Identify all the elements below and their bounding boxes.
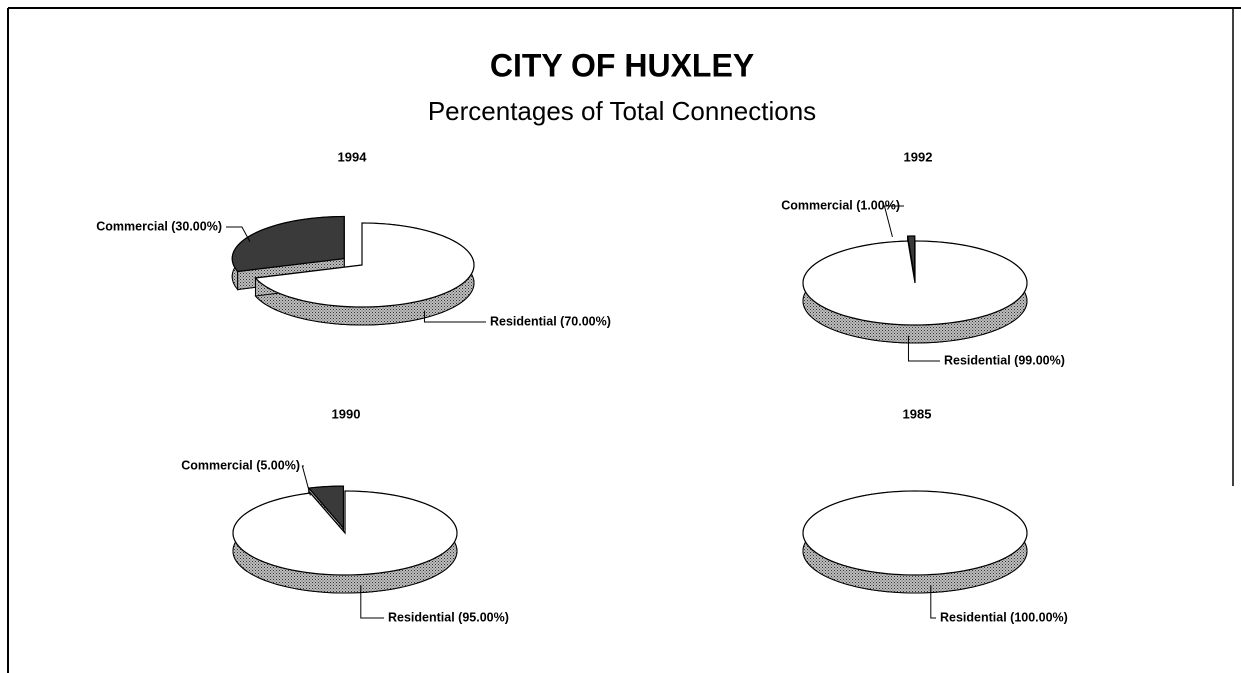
leader-line xyxy=(930,585,936,619)
data-label: Residential (99.00%) xyxy=(944,353,1065,367)
pie-slice xyxy=(232,490,458,576)
data-label: Residential (95.00%) xyxy=(388,610,509,624)
chart-title: CITY OF HUXLEY xyxy=(490,47,754,83)
pie-tops xyxy=(231,215,475,308)
pie-title: 1985 xyxy=(903,406,932,421)
pie-slice xyxy=(802,240,1028,326)
pie-title: 1994 xyxy=(338,149,368,164)
data-label: Residential (70.00%) xyxy=(490,314,611,328)
pie-tops xyxy=(232,485,458,576)
leader-line xyxy=(301,465,311,496)
data-label: Commercial (5.00%) xyxy=(181,458,300,472)
pie-slice xyxy=(307,485,345,530)
data-label: Commercial (1.00%) xyxy=(781,198,900,212)
data-label: Residential (100.00%) xyxy=(940,610,1068,624)
pie-slice xyxy=(231,215,345,273)
leader-line xyxy=(226,226,251,243)
pie-tops xyxy=(802,235,1028,326)
leader-line xyxy=(423,310,486,323)
leader-line xyxy=(360,585,384,619)
pie-slice xyxy=(802,490,1028,576)
leader-line xyxy=(907,335,940,362)
pie-title: 1990 xyxy=(332,406,361,421)
data-label: Commercial (30.00%) xyxy=(96,219,222,233)
chart-subtitle: Percentages of Total Connections xyxy=(428,96,816,126)
pie-slice xyxy=(254,222,475,308)
pie-tops xyxy=(802,490,1028,576)
pie-title: 1992 xyxy=(904,149,933,164)
leader-line xyxy=(883,205,904,237)
